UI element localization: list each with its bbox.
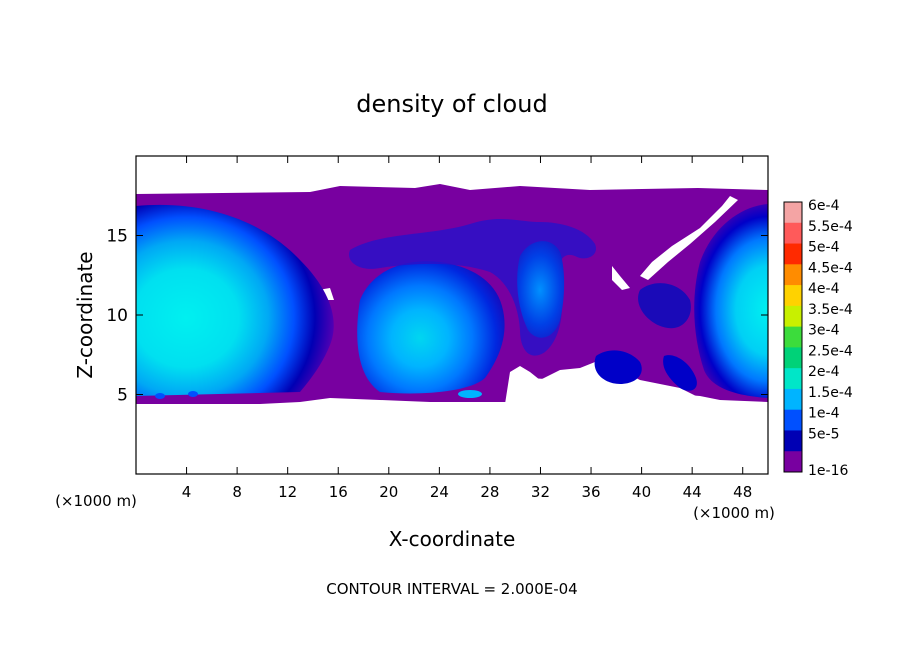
clear-gap [505,360,720,410]
colorbar-swatch [784,285,802,307]
x-tick-label: 24 [430,483,449,501]
colorbar-label: 1.5e-4 [808,385,853,401]
colorbar-label: 5.5e-4 [808,219,853,235]
colorbar-label: 5e-4 [808,240,840,256]
colorbar-swatch [784,451,802,473]
colorbar-label: 4.5e-4 [808,260,853,276]
colorbar-swatch [784,326,802,348]
cloud-cell-left [136,204,334,396]
colorbar: 6e-4 5.5e-4 5e-4 4.5e-4 4e-4 3.5e-4 3e-4 2.5e-4… [783,198,853,479]
x-tick-label: 48 [733,483,752,501]
x-axis-label: X-coordinate [389,527,516,551]
colorbar-swatch [784,222,802,245]
colorbar-swatch [784,305,802,328]
x-tick-label: 12 [278,483,297,501]
x-tick-label: 4 [182,483,192,501]
colorbar-label: 3.5e-4 [808,302,853,318]
cloud-cell-middle [357,261,505,394]
x-unit-left: (×1000 m) [55,492,137,510]
colorbar-swatch [784,264,802,286]
colorbar-label: 2.5e-4 [808,343,853,359]
colorbar-label: 1e-16 [808,463,848,479]
colorbar-label: 1e-4 [808,406,840,422]
x-tick-label: 36 [581,483,600,501]
colorbar-label: 4e-4 [808,281,840,297]
y-tick-label: 10 [106,306,128,326]
x-tick-label: 16 [329,483,348,501]
colorbar-swatch [784,409,802,431]
contour-interval-note: CONTOUR INTERVAL = 2.000E-04 [326,580,577,598]
x-tick-label: 44 [683,483,702,501]
colorbar-label: 6e-4 [808,198,840,214]
colorbar-frame [783,201,803,473]
chart-title: density of cloud [356,90,547,118]
x-tick-label: 32 [531,483,550,501]
colorbar-swatch [784,368,802,390]
y-tick-label: 5 [117,386,128,406]
x-tick-label: 40 [632,483,651,501]
colorbar-swatch [784,430,802,452]
x-tick-label: 20 [379,483,398,501]
clear-gap [640,196,738,280]
cloud-patch [663,355,697,391]
cloud-field [136,184,768,410]
colorbar-label: 5e-5 [808,426,839,442]
cloud-patch [594,350,642,384]
colorbar-swatch [784,388,802,411]
x-tick-label: 28 [480,483,499,501]
colorbar-swatch [784,202,802,224]
x-unit-right: (×1000 m) [693,504,775,522]
colorbar-label: 3e-4 [808,323,840,339]
colorbar-swatch [784,347,802,369]
x-tick-label: 8 [232,483,242,501]
bright-spot [188,391,198,397]
y-axis-ticks: 5 10 15 [106,227,768,406]
bright-spot [155,393,165,399]
cloud-cell-small [517,241,565,338]
y-axis-label: Z-coordinate [73,251,97,378]
y-tick-label: 15 [106,227,128,247]
bright-spot [458,390,482,398]
clear-gap [612,266,630,290]
x-axis-ticks: 4 8 12 16 20 24 28 32 36 40 44 48 [182,156,752,501]
cloud-cell-right [694,204,768,398]
colorbar-label: 2e-4 [808,364,840,380]
colorbar-swatch [784,243,802,265]
cloud-patch [638,283,691,329]
